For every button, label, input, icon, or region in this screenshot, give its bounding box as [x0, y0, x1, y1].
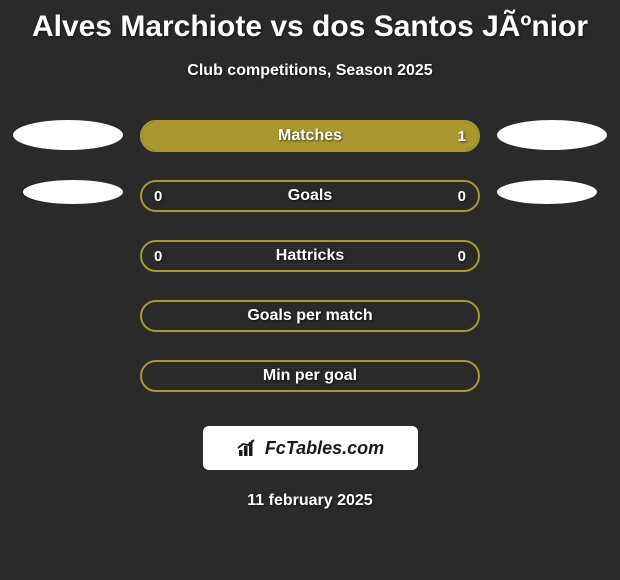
stat-bar-goals-per-match: Goals per match [140, 300, 480, 332]
stat-row: 0 Hattricks 0 [8, 240, 612, 272]
page-title: Alves Marchiote vs dos Santos JÃºnior [32, 10, 588, 44]
stat-value-left: 0 [154, 248, 162, 265]
stat-label: Hattricks [276, 247, 344, 265]
stat-label: Matches [278, 127, 342, 145]
stat-label: Goals per match [247, 307, 372, 325]
stat-label: Min per goal [263, 367, 357, 385]
stat-value-right: 1 [458, 128, 466, 145]
stat-row: 0 Goals 0 [8, 180, 612, 212]
chart-icon [236, 438, 260, 458]
stat-label: Goals [288, 187, 332, 205]
logo-box[interactable]: FcTables.com [203, 426, 418, 470]
stats-block: Matches 1 0 Goals 0 0 Hattricks 0 Goals … [8, 120, 612, 392]
stat-bar-min-per-goal: Min per goal [140, 360, 480, 392]
stat-value-left: 0 [154, 188, 162, 205]
stat-value-right: 0 [458, 188, 466, 205]
stat-bar-goals: 0 Goals 0 [140, 180, 480, 212]
main-container: Alves Marchiote vs dos Santos JÃºnior Cl… [0, 0, 620, 510]
stat-value-right: 0 [458, 248, 466, 265]
stat-bar-matches: Matches 1 [140, 120, 480, 152]
date-text: 11 february 2025 [247, 492, 372, 510]
stat-row: Matches 1 [8, 120, 612, 152]
stat-bar-hattricks: 0 Hattricks 0 [140, 240, 480, 272]
subtitle: Club competitions, Season 2025 [187, 62, 432, 80]
stat-row: Goals per match [8, 300, 612, 332]
stat-row: Min per goal [8, 360, 612, 392]
logo-text: FcTables.com [265, 438, 384, 459]
